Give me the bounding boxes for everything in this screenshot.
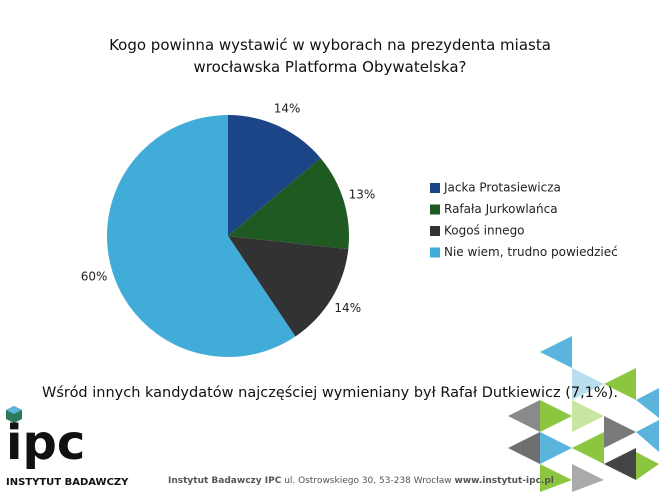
pie-slice (228, 115, 321, 236)
legend-swatch (430, 226, 440, 236)
logo-text: ipc (6, 415, 85, 471)
legend-label: Jacka Protasiewicza (443, 181, 561, 195)
chart-title: Kogo powinna wystawić w wyborach na prez… (109, 36, 551, 76)
legend-swatch (430, 247, 440, 258)
pie-slice (228, 158, 349, 250)
data-label: 14% (274, 102, 301, 116)
data-label: 13% (349, 188, 376, 202)
footer: Instytut Badawczy IPC ul. Ostrowskiego 3… (168, 476, 554, 486)
legend-label: Kogoś innego (444, 224, 525, 238)
legend-label: Nie wiem, trudno powiedzieć (444, 245, 618, 259)
annotation: Wśród innych kandydatów najczęściej wymi… (42, 385, 618, 401)
legend-swatch (430, 183, 440, 193)
decoration (508, 336, 659, 492)
footer-url: www.instytut-ipc.pl (455, 476, 554, 486)
logo-subtitle: INSTYTUT BADAWCZY (6, 477, 129, 488)
legend-label: Rafała Jurkowlańca (444, 202, 558, 216)
legend-swatch (430, 204, 440, 215)
footer-address: ul. Ostrowskiego 30, 53-238 Wrocław (284, 476, 451, 486)
data-label: 60% (81, 269, 108, 283)
pie-slice (107, 115, 296, 357)
footer-org: Instytut Badawczy IPC (168, 476, 282, 486)
data-label: 14% (334, 301, 361, 315)
logo: ipc INSTYTUT BADAWCZY (6, 406, 129, 488)
pie-slice (228, 236, 349, 337)
